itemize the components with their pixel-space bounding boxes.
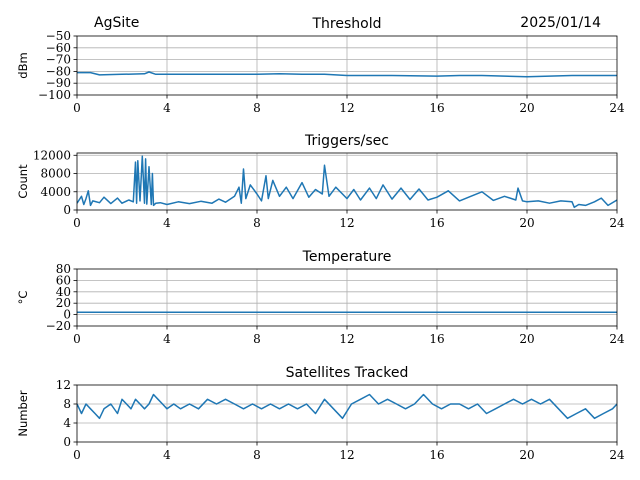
satellites-x-tick-label: 0 [73,448,81,462]
temperature-y-tick-label: −20 [46,319,71,333]
temperature-x-tick-label: 12 [339,332,354,346]
temperature-y-tick-label: 0 [63,308,71,322]
satellites-x-tick-label: 4 [163,448,171,462]
threshold-x-tick-label: 4 [163,101,171,115]
triggers-series-line [77,155,617,209]
temperature-x-tick-label: 24 [609,332,625,346]
threshold-y-tick-label: −80 [46,64,71,78]
triggers-x-tick-label: 12 [339,216,354,230]
threshold-y-tick-label: −90 [46,76,71,90]
threshold-x-tick-label: 8 [253,101,261,115]
temperature-y-tick-label: 40 [56,285,71,299]
triggers-x-tick-label: 24 [609,216,625,230]
satellites-panel: 0 4 8 12 16 20 24 12 8 4 0 Satellites Tracked Number [16,365,625,462]
triggers-y-axis-label: Count [16,164,30,199]
temperature-y-tick-label: 60 [56,273,71,287]
satellites-x-tick-label: 8 [253,448,261,462]
triggers-y-tick-label: 12000 [33,148,71,162]
triggers-x-tick-label: 0 [73,216,81,230]
threshold-y-axis-label: dBm [16,52,30,78]
triggers-x-tick-label: 8 [253,216,261,230]
threshold-y-tick-label: −70 [46,53,71,67]
satellites-y-tick-label: 0 [63,435,71,449]
threshold-y-tick-label: −100 [38,88,71,102]
threshold-panel: 0 4 8 12 16 20 24 −50−60−70−80−90−100 Threshold d… [16,16,625,115]
threshold-x-tick-label: 24 [609,101,625,115]
threshold-x-tick-label: 12 [339,101,354,115]
site-name: AgSite [94,15,139,31]
temperature-x-tick-label: 16 [429,332,444,346]
triggers-y-tick-label: 8000 [40,167,71,181]
satellites-y-tick-label: 4 [63,416,71,430]
triggers-y-tick-label: 0 [63,203,71,217]
triggers-x-tick-label: 4 [163,216,171,230]
satellites-x-tick-label: 20 [519,448,534,462]
temperature-y-axis-label: °C [16,291,30,305]
satellites-x-tick-label: 12 [339,448,354,462]
triggers-x-tick-label: 16 [429,216,444,230]
satellites-title: Satellites Tracked [286,365,409,381]
temperature-y-tick-label: 80 [56,262,71,276]
satellites-x-tick-label: 16 [429,448,444,462]
satellites-y-axis-label: Number [16,390,30,436]
threshold-series-line [77,71,617,78]
triggers-x-tick-label: 20 [519,216,534,230]
satellites-y-tick-label: 12 [56,378,71,392]
temperature-y-tick-label: 20 [56,296,71,310]
temperature-x-tick-label: 20 [519,332,534,346]
triggers-y-tick-label: 4000 [40,185,71,199]
satellites-y-tick-label: 8 [63,397,71,411]
temperature-x-tick-label: 0 [73,332,81,346]
date-label: 2025/01/14 [520,15,601,31]
threshold-x-tick-label: 20 [519,101,534,115]
threshold-y-tick-label: −60 [46,41,71,55]
threshold-title: Threshold [312,16,382,32]
triggers-panel: 0 4 8 12 16 20 24 12000 8000 4000 0 Triggers/sec Cou… [16,133,625,230]
threshold-x-tick-label: 0 [73,101,81,115]
threshold-y-tick-label: −50 [46,29,71,43]
triggers-title: Triggers/sec [304,133,389,149]
satellites-x-tick-label: 24 [609,448,625,462]
temperature-x-tick-label: 8 [253,332,261,346]
threshold-x-tick-label: 16 [429,101,444,115]
temperature-title: Temperature [302,249,392,265]
temperature-x-tick-label: 4 [163,332,171,346]
satellites-series-line [77,393,617,420]
